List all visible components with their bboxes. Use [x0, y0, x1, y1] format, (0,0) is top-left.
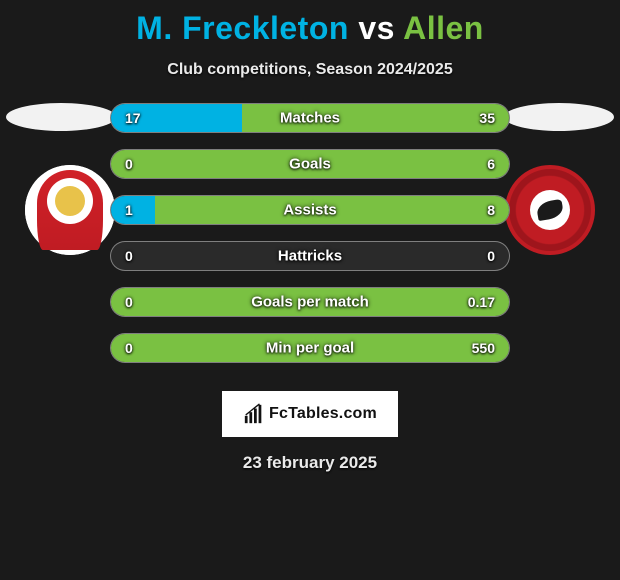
stat-label: Assists — [111, 202, 509, 219]
right-ellipse-decoration — [504, 103, 614, 131]
left-club-crest — [25, 165, 115, 255]
stat-bars-container: 1735Matches 06Goals 18Assists 00Hattricks 00… — [110, 103, 510, 379]
comparison-title: M. Freckleton vs Allen — [0, 0, 620, 47]
right-club-crest — [505, 165, 595, 255]
stat-label: Min per goal — [111, 340, 509, 357]
stat-bar: 00Hattricks — [110, 241, 510, 271]
stat-label: Matches — [111, 110, 509, 127]
stat-bar: 1735Matches — [110, 103, 510, 133]
player-left-name: M. Freckleton — [136, 10, 349, 46]
left-ellipse-decoration — [6, 103, 116, 131]
player-right-name: Allen — [403, 10, 484, 46]
branding-text: FcTables.com — [269, 405, 377, 423]
stat-label: Goals — [111, 156, 509, 173]
stat-bar: 0550Min per goal — [110, 333, 510, 363]
stat-label: Goals per match — [111, 294, 509, 311]
fctables-logo-icon — [243, 403, 265, 425]
branding-badge: FcTables.com — [222, 391, 398, 437]
title-vs: vs — [349, 10, 403, 46]
stat-bar: 06Goals — [110, 149, 510, 179]
stat-label: Hattricks — [111, 248, 509, 265]
stats-panel: 1735Matches 06Goals 18Assists 00Hattricks 00… — [0, 103, 620, 383]
stat-bar: 00.17Goals per match — [110, 287, 510, 317]
stat-bar: 18Assists — [110, 195, 510, 225]
snapshot-date: 23 february 2025 — [0, 453, 620, 473]
subtitle: Club competitions, Season 2024/2025 — [0, 61, 620, 79]
